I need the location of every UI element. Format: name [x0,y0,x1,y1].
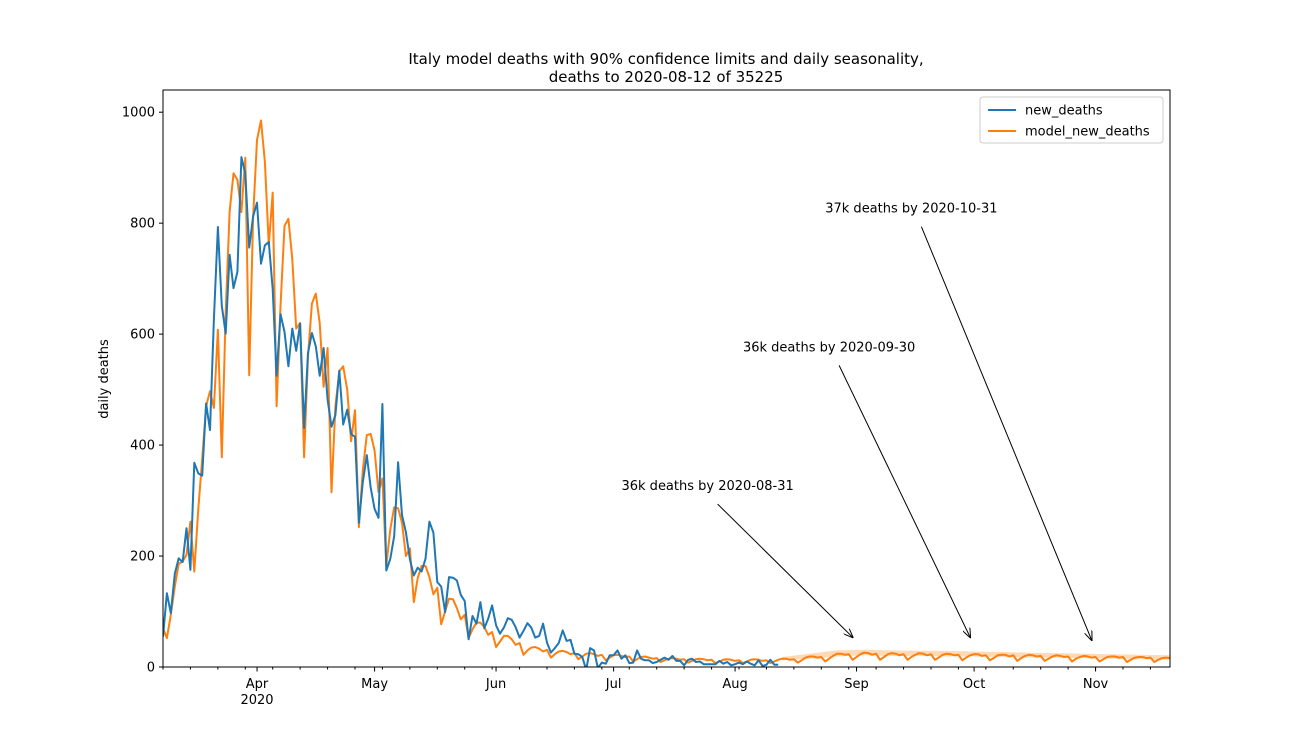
annotation-text: 37k deaths by 2020-10-31 [825,202,997,217]
y-axis-label: daily deaths [97,339,112,419]
annotation-text: 36k deaths by 2020-08-31 [621,479,793,494]
annotation-arrow [717,503,853,637]
x-tick-label: Aug [722,677,747,692]
x-tick-label: Jun [485,677,506,692]
x-tick-label: May [361,677,388,692]
y-tick-label: 800 [130,217,155,232]
plot-frame [162,89,1171,668]
x-tick-label: Apr [246,677,269,692]
series-line-new_deaths [163,156,779,667]
y-tick-label: 600 [130,328,155,343]
chart-subtitle: deaths to 2020-08-12 of 35225 [549,68,784,86]
legend-box [979,96,1164,144]
x-tick-label: Sep [844,677,869,692]
series-line-model_new_deaths [163,119,1170,665]
x-tick-label: Nov [1083,677,1109,692]
legend-label-model_new_deaths: model_new_deaths [1025,125,1150,140]
annotation-arrow [920,226,1091,640]
x-tick-label: Jul [605,677,622,692]
series-layer [163,119,1170,667]
annotation-text: 36k deaths by 2020-09-30 [743,340,915,355]
chart-title: Italy model deaths with 90% confidence l… [408,50,923,68]
annotation-arrow [838,365,970,637]
y-tick-label: 0 [147,661,155,676]
y-tick-label: 400 [130,439,155,454]
y-tick-label: 200 [130,550,155,565]
x-tick-sublabel: 2020 [240,693,273,708]
legend: new_deaths model_new_deaths [979,96,1164,144]
legend-label-new_deaths: new_deaths [1025,104,1103,119]
x-tick-label: Oct [963,677,985,692]
y-tick-label: 1000 [122,106,155,121]
annotation-layer: 36k deaths by 2020-08-31 36k deaths by 20… [621,202,1091,640]
